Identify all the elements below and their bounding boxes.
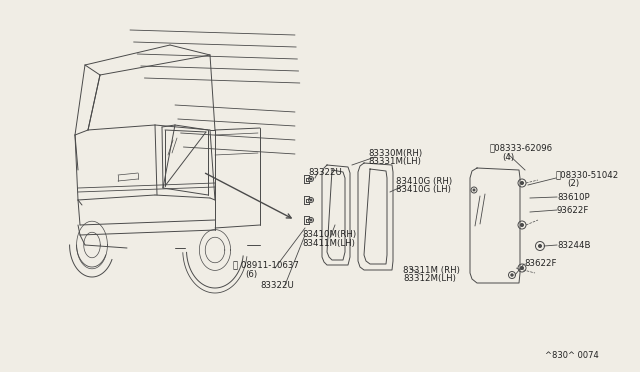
- Circle shape: [310, 219, 312, 221]
- Text: Ⓜ08333-62096: Ⓜ08333-62096: [490, 144, 553, 153]
- Text: 83244B: 83244B: [557, 241, 591, 250]
- Circle shape: [520, 224, 524, 227]
- Text: Ⓜ08330-51042: Ⓜ08330-51042: [556, 170, 620, 180]
- Text: 83312M(LH): 83312M(LH): [403, 275, 456, 283]
- Text: 83330M(RH): 83330M(RH): [368, 148, 422, 157]
- Text: ^830^ 0074: ^830^ 0074: [545, 352, 599, 360]
- Text: 83410G (RH): 83410G (RH): [396, 176, 452, 186]
- Text: 93622F: 93622F: [557, 205, 589, 215]
- Text: 83410G (LH): 83410G (LH): [396, 185, 451, 193]
- Circle shape: [310, 199, 312, 201]
- Circle shape: [520, 266, 524, 269]
- Text: Ⓝ 08911-10637: Ⓝ 08911-10637: [233, 260, 299, 269]
- Text: (6): (6): [245, 269, 257, 279]
- Text: (2): (2): [567, 179, 579, 187]
- Text: 83622F: 83622F: [524, 260, 557, 269]
- Text: 83322U: 83322U: [260, 280, 294, 289]
- Text: 83411M(LH): 83411M(LH): [302, 238, 355, 247]
- Circle shape: [310, 178, 312, 180]
- Circle shape: [520, 182, 524, 185]
- Text: 83311M (RH): 83311M (RH): [403, 266, 460, 275]
- Text: 83410M(RH): 83410M(RH): [302, 230, 356, 238]
- Circle shape: [473, 189, 475, 191]
- Circle shape: [511, 274, 513, 276]
- Text: 83610P: 83610P: [557, 192, 589, 202]
- Text: 83322U: 83322U: [308, 167, 342, 176]
- Circle shape: [538, 244, 541, 247]
- Text: 83331M(LH): 83331M(LH): [368, 157, 421, 166]
- Text: (4): (4): [502, 153, 514, 161]
